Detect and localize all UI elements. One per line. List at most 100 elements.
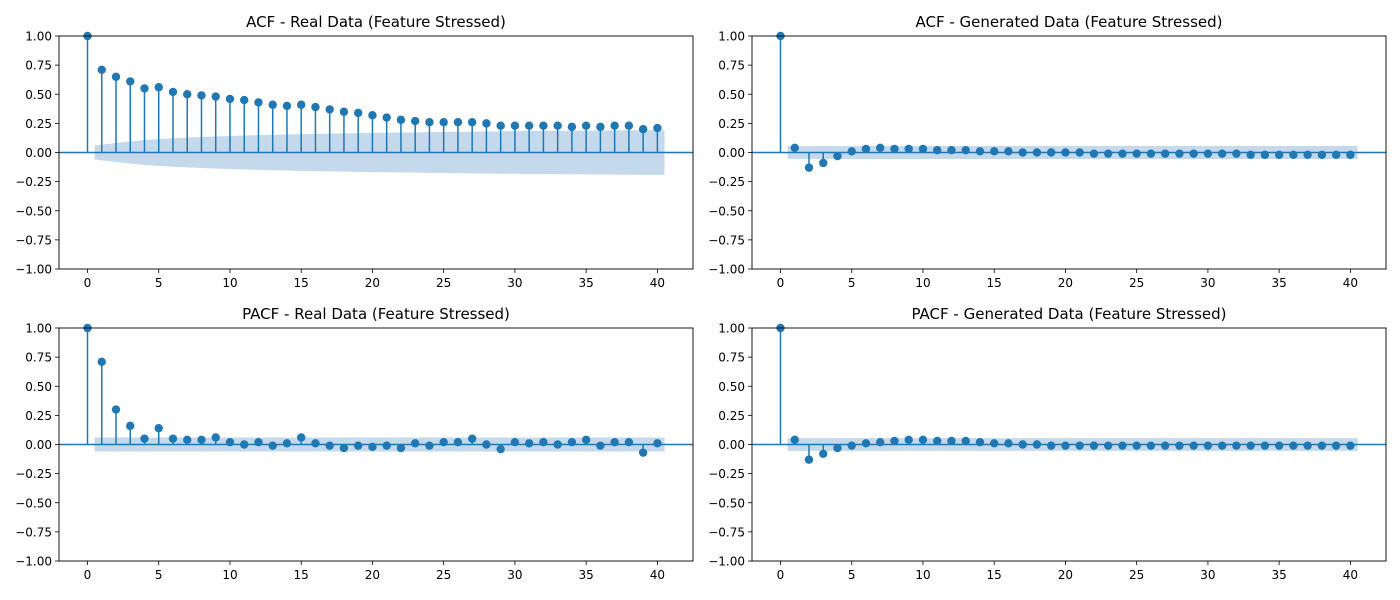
point-lag-30 (510, 437, 520, 447)
point-lag-24 (1118, 149, 1127, 158)
point-lag-30 (510, 121, 520, 130)
point-lag-19 (1046, 441, 1056, 450)
y-tick-label: −0.50 (15, 204, 52, 218)
point-lag-14 (282, 439, 292, 448)
point-lag-28 (1175, 441, 1184, 450)
point-lag-16 (1004, 439, 1013, 448)
point-lag-25 (1132, 149, 1141, 158)
point-lag-31 (524, 439, 534, 448)
point-lag-25 (439, 118, 448, 127)
point-lag-13 (961, 436, 970, 446)
chart-panel-4: 0 5 10 15 20 25 30 35 40 −1.00 −0.75 −0.50 −0.25 0.00… (708, 305, 1387, 582)
point-lag-29 (496, 121, 505, 130)
x-tick-label: 40 (1343, 276, 1358, 290)
y-tick-label: −0.75 (708, 233, 745, 247)
y-tick-label: 0.75 (25, 351, 52, 365)
point-lag-2 (111, 72, 121, 81)
x-tick-label: 20 (1058, 276, 1073, 290)
x-tick-label: 0 (84, 568, 92, 582)
point-lag-27 (1160, 441, 1170, 450)
point-lag-32 (539, 437, 548, 447)
y-tick-label: 0.25 (25, 117, 52, 131)
point-lag-33 (1246, 441, 1255, 450)
x-tick-label: 0 (777, 568, 785, 582)
point-lag-29 (496, 444, 505, 454)
y-tick-label: −0.25 (15, 175, 52, 189)
x-tick-label: 0 (84, 276, 92, 290)
point-lag-17 (325, 441, 334, 450)
point-lag-36 (1289, 441, 1298, 450)
x-tick-label: 5 (848, 276, 856, 290)
point-lag-15 (990, 147, 999, 156)
point-lag-30 (1203, 441, 1213, 450)
y-tick-label: 0.75 (718, 351, 745, 365)
x-tick-label: 35 (1272, 568, 1287, 582)
point-lag-9 (904, 435, 913, 445)
point-lag-31 (524, 121, 534, 130)
point-lag-33 (553, 121, 562, 130)
point-lag-10 (225, 437, 235, 447)
point-lag-37 (1303, 150, 1312, 160)
point-lag-21 (382, 113, 391, 122)
x-tick-label: 10 (222, 568, 237, 582)
point-lag-26 (453, 118, 463, 127)
point-lag-17 (1018, 148, 1027, 157)
point-lag-12 (947, 145, 956, 155)
point-lag-4 (833, 151, 842, 161)
point-lag-11 (240, 95, 249, 105)
x-tick-label: 40 (650, 276, 665, 290)
point-lag-26 (1146, 149, 1156, 158)
x-tick-label: 20 (365, 276, 380, 290)
point-lag-4 (140, 434, 149, 443)
chart-panel-3: 0 5 10 15 20 25 30 35 40 −1.00 −0.75 −0.50 −0.25 0.00… (15, 305, 694, 582)
x-tick-label: 5 (155, 276, 163, 290)
point-lag-23 (1103, 441, 1113, 450)
point-lag-34 (1260, 150, 1270, 160)
point-lag-34 (1260, 441, 1270, 450)
point-lag-5 (154, 423, 163, 433)
x-tick-label: 15 (987, 568, 1002, 582)
point-lag-3 (819, 449, 828, 459)
point-lag-20 (368, 111, 377, 120)
point-lag-26 (453, 437, 463, 447)
y-tick-label: −0.25 (708, 175, 745, 189)
point-lag-33 (553, 440, 562, 449)
y-tick-label: −1.00 (708, 555, 745, 569)
y-tick-label: 0.50 (25, 380, 52, 394)
point-lag-14 (282, 101, 292, 111)
point-lag-6 (168, 434, 178, 443)
x-tick-label: 25 (1129, 276, 1144, 290)
point-lag-37 (610, 437, 619, 447)
y-tick-label: 0.25 (25, 409, 52, 423)
point-lag-16 (311, 102, 320, 112)
point-lag-38 (624, 121, 634, 130)
point-lag-8 (890, 436, 899, 446)
point-lag-26 (1146, 441, 1156, 450)
point-lag-20 (1061, 441, 1070, 450)
point-lag-7 (183, 435, 192, 445)
y-tick-label: 1.00 (25, 30, 52, 44)
point-lag-22 (1089, 149, 1099, 158)
point-lag-27 (1160, 149, 1170, 158)
chart-panel-2: 0 5 10 15 20 25 30 35 40 −1.00 −0.75 −0.50 −0.25 0.00… (708, 13, 1387, 290)
x-tick-label: 40 (1343, 568, 1358, 582)
x-tick-label: 30 (507, 276, 522, 290)
point-lag-15 (297, 100, 306, 109)
point-lag-17 (1018, 440, 1027, 449)
y-tick-label: −0.75 (15, 525, 52, 539)
point-lag-7 (876, 143, 885, 153)
point-lag-40 (653, 123, 662, 133)
point-lag-9 (904, 144, 913, 154)
point-lag-3 (819, 158, 828, 168)
point-lag-27 (467, 434, 477, 443)
point-lag-22 (396, 443, 406, 453)
point-lag-9 (211, 92, 220, 101)
point-lag-25 (439, 437, 448, 447)
point-lag-38 (1317, 150, 1327, 160)
point-lag-12 (947, 436, 956, 446)
x-tick-label: 20 (1058, 568, 1073, 582)
point-lag-29 (1189, 441, 1198, 450)
point-lag-2 (804, 163, 814, 172)
point-lag-30 (1203, 149, 1213, 158)
point-lag-6 (861, 439, 871, 448)
